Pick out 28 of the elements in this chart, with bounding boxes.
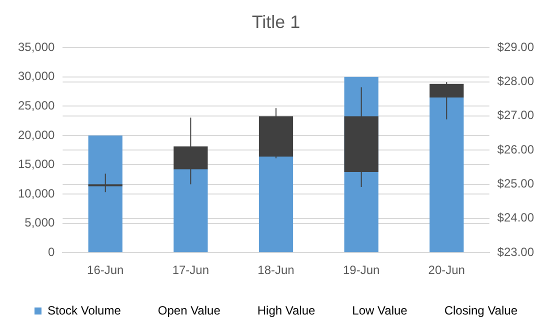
y-tick-label: 0 [48, 244, 56, 259]
y2-tick-label: $28.00 [497, 74, 534, 88]
text: High Value [257, 303, 316, 318]
y-tick-label: 25,000 [18, 98, 56, 112]
x-tick-label: 20-Jun [428, 263, 465, 278]
x-tick-label: 16-Jun [87, 263, 124, 278]
y2-tick-label: $26.00 [497, 142, 534, 156]
y-tick-label: 5,000 [24, 216, 56, 230]
chart-title: Title 1 [252, 12, 300, 32]
text: Closing Value [444, 303, 518, 318]
y-tick-label: 35,000 [18, 40, 56, 54]
y2-tick-label: $27.00 [497, 108, 534, 122]
y2-tick-label: $25.00 [497, 176, 534, 191]
y-tick-label: 15,000 [18, 157, 56, 172]
y-tick-label: 30,000 [18, 69, 56, 84]
legend-label: Stock Volume [48, 303, 122, 318]
x-tick-label: 18-Jun [258, 263, 294, 278]
x-tick-label: 19-Jun [342, 263, 380, 278]
x-tick-label: 17-Jun [172, 263, 210, 278]
bar [88, 135, 122, 252]
y-tick-label: 10,000 [18, 186, 56, 200]
y-tick-label: 20,000 [18, 128, 56, 142]
y2-tick-label: $29.00 [497, 40, 534, 54]
y2-tick-label: $23.00 [497, 244, 534, 259]
text: Low Value [352, 303, 408, 318]
candlestick [88, 173, 122, 193]
y2-tick-label: $24.00 [497, 210, 534, 225]
text: Open Value [158, 303, 221, 318]
